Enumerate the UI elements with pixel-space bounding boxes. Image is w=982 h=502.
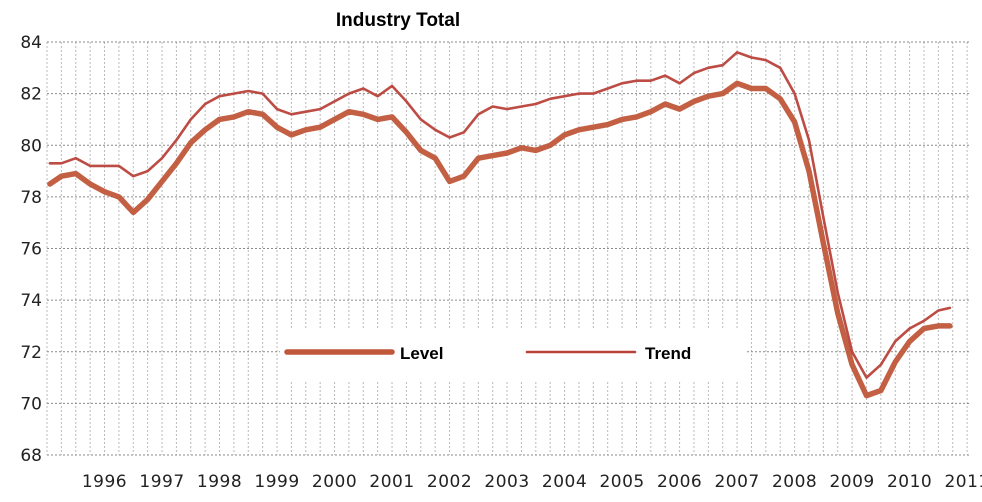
y-tick-label: 80 [20,136,42,156]
x-tick-label: 2001 [369,472,414,492]
x-tick-label: 2009 [829,472,874,492]
chart-title: Industry Total [336,10,460,31]
y-tick-label: 74 [20,291,42,311]
legend-label-trend: Trend [645,344,691,363]
x-tick-label: 2002 [427,472,472,492]
series-line-trend [48,50,952,379]
x-tick-label: 2011 [944,472,982,492]
legend: Level Trend [280,330,745,380]
axes: 68 70 72 74 76 78 80 82 84 1996 1997 1998 1999 2000 20… [20,33,982,492]
y-tick-label: 70 [20,394,42,414]
x-tick-label: 1997 [139,472,184,492]
x-tick-label: 2003 [484,472,529,492]
x-tick-label: 2010 [887,472,932,492]
x-tick-label: 2006 [657,472,702,492]
x-tick-label: 2008 [772,472,817,492]
legend-box [280,330,745,380]
x-tick-label: 2007 [714,472,759,492]
series-line-level [47,80,953,399]
x-tick-label: 2005 [599,472,644,492]
x-tick-label: 2004 [542,472,587,492]
y-tick-label: 68 [20,446,42,466]
x-tick-label: 1996 [82,472,127,492]
y-tick-label: 84 [20,33,42,53]
y-tick-label: 82 [20,85,42,105]
grid [46,41,970,456]
x-tick-label: 1998 [197,472,242,492]
x-tick-label: 1999 [254,472,299,492]
legend-label-level: Level [400,344,443,363]
y-tick-label: 78 [20,188,42,208]
y-tick-label: 76 [20,240,42,260]
x-tick-label: 2000 [312,472,357,492]
y-tick-label: 72 [20,343,42,363]
series-layer [47,50,953,399]
